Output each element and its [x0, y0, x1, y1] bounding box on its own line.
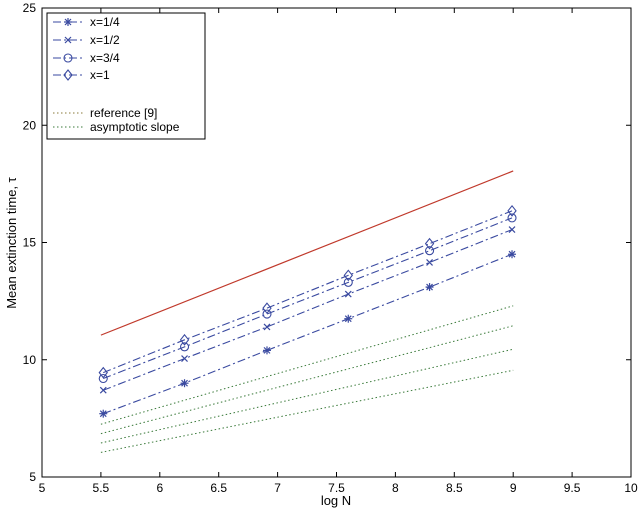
legend-marker: [64, 18, 72, 26]
series-line: [103, 217, 513, 380]
legend-entry: x=1/4: [53, 15, 120, 29]
asymptotic-line-1: [100, 369, 514, 453]
data-point: [508, 226, 516, 234]
legend-label: x=1/4: [90, 15, 120, 29]
asymptotic-line-2: [100, 348, 514, 444]
data-point: [424, 237, 435, 250]
legend-label: x=1/2: [90, 33, 120, 47]
series-2: [99, 226, 516, 394]
data-point: [425, 246, 435, 256]
data-point: [426, 259, 433, 266]
data-point: [344, 314, 353, 323]
y-tick-label: 20: [23, 118, 37, 132]
x-tick-label: 8.5: [446, 481, 463, 495]
data-point: [179, 342, 190, 352]
legend-marker: [64, 36, 72, 44]
legend: x=1/4 x=1/2 x=3/4 x=1 reference [9]asymptoti…: [46, 12, 206, 140]
y-tick-label: 5: [29, 470, 36, 484]
data-point: [98, 373, 108, 384]
legend-label: x=1: [90, 68, 110, 82]
series-line: [103, 229, 513, 391]
x-axis-label: log N: [321, 493, 351, 508]
x-tick-label: 6.5: [210, 481, 227, 495]
data-point: [263, 323, 271, 331]
data-point: [425, 283, 434, 292]
legend-label: asymptotic slope: [90, 120, 180, 134]
x-tick-label: 5.5: [93, 481, 110, 495]
data-point: [343, 277, 353, 287]
legend-label: reference [9]: [90, 106, 157, 120]
x-axis-ticks: 5 5.5 6 6.5 7 7.5 8 8.5 9 9.5 10: [39, 8, 638, 495]
x-tick-label: 9: [510, 481, 517, 495]
legend-box: [46, 12, 206, 140]
data-point: [262, 309, 272, 319]
legend-entry: x=1/2: [53, 33, 120, 47]
data-point: [344, 290, 352, 298]
legend-entry: x=3/4: [53, 51, 120, 65]
series-line: [100, 170, 514, 336]
asymptotic-line-3: [100, 325, 514, 435]
x-tick-label: 6: [156, 481, 163, 495]
y-tick-label: 25: [23, 1, 37, 15]
data-point: [181, 355, 188, 363]
x-tick-label: 10: [624, 481, 638, 495]
series-5: [100, 170, 514, 336]
y-axis-label: Mean extinction time, τ: [4, 176, 19, 308]
x-tick-label: 8: [392, 481, 399, 495]
series-line: [103, 210, 513, 374]
series-layer: [98, 170, 517, 453]
legend-entry: x=1: [53, 68, 110, 82]
data-point: [507, 213, 517, 223]
data-point: [99, 386, 107, 394]
data-point: [508, 250, 517, 259]
series-4: [98, 204, 517, 379]
data-point: [343, 269, 353, 282]
legend-entry: asymptotic slope: [53, 120, 180, 134]
legend-label: x=3/4: [90, 51, 120, 65]
series-1: [99, 250, 517, 418]
legend-marker: [63, 53, 73, 63]
data-point: [179, 333, 190, 346]
y-tick-label: 10: [23, 353, 37, 367]
asymptotic-line-4: [100, 305, 514, 425]
series-line: [103, 253, 513, 415]
data-point: [262, 346, 271, 355]
series-3: [98, 213, 517, 384]
legend-entry: reference [9]: [53, 106, 157, 120]
x-tick-label: 7: [274, 481, 281, 495]
y-axis-ticks: 5 10 15 20 25: [23, 1, 631, 484]
data-point: [99, 409, 108, 418]
x-tick-label: 7.5: [328, 481, 345, 495]
data-point: [507, 204, 517, 217]
data-point: [262, 302, 272, 315]
data-point: [180, 379, 189, 388]
y-tick-label: 15: [23, 236, 37, 250]
x-tick-label: 9.5: [564, 481, 581, 495]
legend-marker: [63, 69, 73, 81]
data-point: [98, 366, 108, 379]
x-tick-label: 5: [39, 481, 46, 495]
